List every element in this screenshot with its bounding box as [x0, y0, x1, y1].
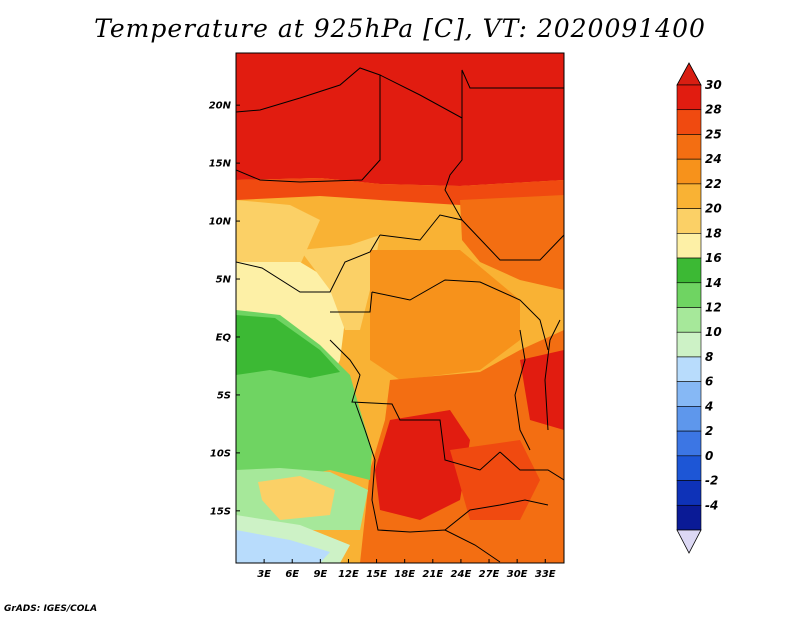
- colorbar-label: 28: [705, 103, 722, 117]
- colorbar-swatch: [676, 480, 702, 506]
- colorbar-swatch: [676, 307, 702, 333]
- lon-label: 9E: [313, 569, 327, 580]
- lat-label: 15N: [209, 159, 232, 170]
- latitude-labels: 20N 15N 10N 5N EQ 5S 10S 15S: [209, 101, 240, 517]
- colorbar-swatch: [676, 381, 702, 407]
- colorbar-swatch: [676, 455, 702, 481]
- lon-label: 3E: [257, 569, 271, 580]
- colorbar-swatch: [676, 134, 702, 160]
- colorbar-label: 0: [705, 449, 713, 463]
- colorbar-swatch: [676, 406, 702, 432]
- lon-label: 24E: [451, 569, 472, 580]
- lon-label: 33E: [535, 569, 556, 580]
- lat-label: EQ: [216, 332, 232, 343]
- lat-label: 5S: [217, 390, 231, 401]
- country-borders: [236, 67, 564, 563]
- colorbar-swatch: [676, 282, 702, 308]
- colorbar-label: 8: [705, 350, 713, 364]
- lat-label: 5N: [216, 275, 232, 286]
- colorbar-swatches: [676, 84, 702, 531]
- colorbar-label: 6: [705, 375, 713, 389]
- colorbar-label: 10: [705, 325, 722, 339]
- colorbar-label: 25: [705, 127, 722, 141]
- colorbar-label: 16: [705, 251, 722, 265]
- colorbar-label: 20: [705, 202, 722, 216]
- lat-label: 15S: [210, 506, 231, 517]
- lon-label: 30E: [507, 569, 528, 580]
- colorbar-min-arrow: [676, 529, 702, 554]
- colorbar-label: 30: [705, 78, 722, 92]
- colorbar-swatch: [676, 183, 702, 209]
- lon-label: 21E: [422, 569, 443, 580]
- credit-text: GrADS: IGES/COLA: [4, 604, 98, 614]
- colorbar-swatch: [676, 84, 702, 111]
- lon-label: 6E: [285, 569, 299, 580]
- colorbar-swatch: [676, 109, 702, 135]
- map-frame: [235, 52, 565, 564]
- colorbar-label: 2: [705, 424, 713, 438]
- colorbar-max-arrow: [676, 62, 702, 86]
- colorbar-label: -2: [705, 474, 718, 488]
- lon-label: 18E: [394, 569, 415, 580]
- map-title: Temperature at 925hPa [C], VT: 202009140…: [94, 14, 706, 43]
- colorbar-swatch: [676, 233, 702, 259]
- lon-label: 27E: [479, 569, 500, 580]
- colorbar-swatch: [676, 331, 702, 358]
- colorbar-swatch: [676, 356, 702, 382]
- colorbar-swatch: [676, 430, 702, 457]
- colorbar-label: 18: [705, 226, 722, 240]
- colorbar-swatch: [676, 257, 702, 284]
- colorbar-label: 4: [704, 399, 713, 413]
- colorbar-label: 22: [705, 177, 722, 191]
- lon-label: 12E: [338, 569, 359, 580]
- colorbar-label: 14: [705, 276, 722, 290]
- colorbar-swatch: [676, 158, 702, 185]
- lat-label: 10N: [209, 217, 232, 228]
- colorbar-label: 24: [705, 152, 722, 166]
- lat-label: 20N: [209, 101, 232, 112]
- lon-label: 15E: [366, 569, 387, 580]
- colorbar-label: -4: [705, 498, 718, 512]
- colorbar-swatch: [676, 208, 702, 234]
- colorbar-label: 12: [705, 301, 722, 315]
- longitude-labels: 3E 6E 9E 12E 15E 18E 21E 24E 27E 30E 33E: [257, 559, 556, 580]
- lat-label: 10S: [210, 448, 231, 459]
- colorbar-swatch: [676, 504, 702, 531]
- temperature-field: [236, 53, 564, 563]
